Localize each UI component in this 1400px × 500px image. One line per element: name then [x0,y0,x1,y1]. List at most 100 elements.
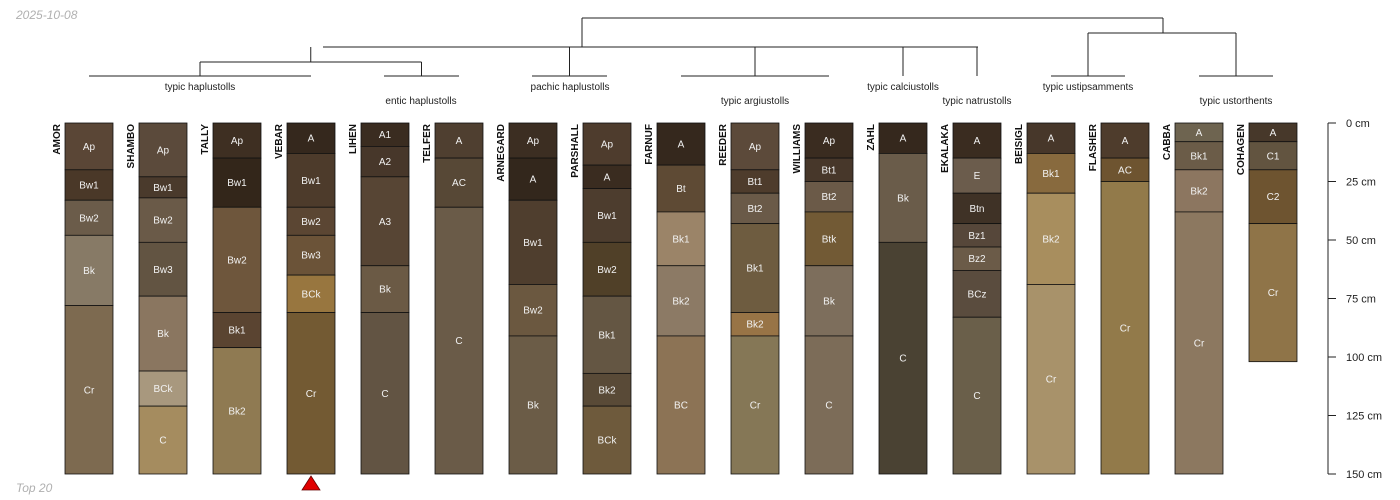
highlight-triangle-marker [301,475,321,491]
horizon-arnegard-bw2 [508,284,558,337]
horizon-label: C1 [1267,151,1280,162]
horizon-label: Cr [1120,323,1131,334]
horizon-label: A [456,136,463,147]
horizon-ekalaka-bcz [952,270,1002,318]
horizon-label: Bk1 [228,326,246,337]
horizon-label: A2 [379,157,392,168]
horizon-shambo-c [138,405,188,475]
horizon-cabba-bk2 [1174,169,1224,213]
profile-arnegard: Ap A Bw1 Bw2 Bk ARNEGARD [496,122,558,475]
horizon-zahl-bk [878,153,928,243]
horizon-label: A1 [379,130,392,141]
horizon-parshall-bk1 [582,295,632,374]
horizon-label: Bk2 [1190,186,1208,197]
horizon-cabba-bk1 [1174,141,1224,171]
horizon-vebar-bck [286,274,336,313]
horizon-label: BCz [968,289,987,300]
profile-name: CABBA [1162,124,1173,160]
horizon-label: A [1196,128,1203,139]
group-label-typic-ustipsamments: typic ustipsamments [1043,82,1134,93]
profile-name: FLASHER [1088,123,1099,171]
group-label-entic-haplustolls: entic haplustolls [385,96,456,107]
horizon-label: Cr [306,389,317,400]
horizon-label: Ap [749,142,762,153]
horizon-label: AC [452,178,466,189]
horizon-williams-btk [804,211,854,267]
profile-name: SHAMBO [126,124,137,169]
depth-tick-label: 25 cm [1346,177,1376,189]
horizon-label: A [678,140,685,151]
horizon-cabba-cr [1174,211,1224,475]
horizon-label: Bk2 [672,296,690,307]
horizon-label: Ap [157,145,170,156]
depth-tick-label: 50 cm [1346,235,1376,247]
horizon-parshall-bck [582,405,632,475]
profile-farnuf: A Bt Bk1 Bk2 BC FARNUF [644,122,706,475]
horizon-label: Bk1 [1042,169,1060,180]
horizon-label: E [974,171,981,182]
horizon-label: A [900,134,907,145]
date-label: 2025-10-08 [16,8,78,22]
depth-tick-label: 0 cm [1346,118,1370,130]
horizon-label: Ap [823,136,836,147]
horizon-label: Bk [823,296,836,307]
horizon-label: C [825,400,832,411]
horizon-shambo-ap [138,122,188,178]
horizon-label: C [455,336,462,347]
horizon-reeder-cr [730,335,780,475]
horizon-label: Bk2 [598,385,616,396]
depth-tick-label: 125 cm [1346,411,1382,423]
horizon-label: Bk [379,285,392,296]
depth-tick-label: 150 cm [1346,469,1382,481]
horizon-label: C [381,389,388,400]
profile-name: ZAHL [866,124,877,151]
horizon-amor-bw1 [64,169,114,201]
profile-zahl: A Bk C ZAHL [866,122,928,475]
horizon-label: Bw1 [153,183,173,194]
profile-name: WILLIAMS [792,124,803,174]
group-label-typic-calciustolls: typic calciustolls [867,82,939,93]
horizon-parshall-bw1 [582,188,632,243]
horizon-label: Bw2 [227,255,247,266]
subset-label: Top 20 [16,481,53,495]
horizon-flasher-cr [1100,181,1150,475]
profile-williams: Ap Bt1 Bt2 Btk Bk C WILLIAMS [792,122,854,475]
horizon-label: Bt1 [747,177,762,188]
horizon-tally-bw2 [212,206,262,313]
horizon-label: A [1048,134,1055,145]
profile-flasher: A AC Cr FLASHER [1088,122,1150,475]
horizon-farnuf-bc [656,335,706,475]
horizon-label: C2 [1267,192,1280,203]
horizon-label: Bw2 [523,306,543,317]
horizon-parshall-bk2 [582,372,632,407]
profile-amor: Ap Bw1 Bw2 Bk Cr AMOR [52,122,114,475]
horizon-label: BCk [154,384,174,395]
horizon-label: A [308,134,315,145]
horizon-ekalaka-a [952,122,1002,159]
horizon-arnegard-bw1 [508,199,558,285]
horizon-parshall-bw2 [582,241,632,297]
horizon-label: AC [1118,165,1132,176]
horizon-vebar-bw1 [286,153,336,208]
horizon-telfer-c [434,206,484,475]
depth-tick-label: 75 cm [1346,294,1376,306]
horizon-label: Bk1 [746,264,764,275]
horizon-label: Bt [676,184,686,195]
profile-name: AMOR [52,123,63,154]
horizon-amor-bk [64,234,114,306]
horizon-label: Ap [83,142,96,153]
horizon-tally-ap [212,122,262,159]
horizon-label: Cr [84,385,95,396]
horizon-williams-bt2 [804,181,854,213]
profile-name: TELFER [422,123,433,163]
horizon-label: Bk [83,266,96,277]
horizon-shambo-bw3 [138,241,188,297]
horizon-label: Bk [157,329,170,340]
horizon-amor-ap [64,122,114,171]
horizon-beisigl-a [1026,122,1076,154]
profile-name: EKALAKA [940,124,951,173]
horizon-shambo-bk [138,295,188,372]
horizon-label: BC [674,400,688,411]
profile-name: LIHEN [348,124,359,154]
